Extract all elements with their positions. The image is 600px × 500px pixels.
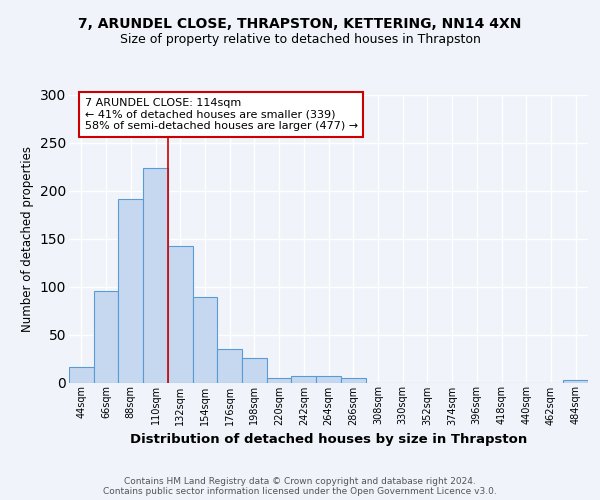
Bar (69, 367, 94, 382)
Bar (94, 292, 118, 382)
Bar (341, 378, 365, 382)
Bar (193, 297, 217, 382)
Bar (143, 168, 168, 382)
Bar (118, 200, 143, 382)
Text: 7, ARUNDEL CLOSE, THRAPSTON, KETTERING, NN14 4XN: 7, ARUNDEL CLOSE, THRAPSTON, KETTERING, … (79, 18, 521, 32)
Bar (267, 378, 292, 382)
Bar (563, 380, 588, 382)
Text: Contains HM Land Registry data © Crown copyright and database right 2024.
Contai: Contains HM Land Registry data © Crown c… (103, 476, 497, 496)
Text: 7 ARUNDEL CLOSE: 114sqm
← 41% of detached houses are smaller (339)
58% of semi-d: 7 ARUNDEL CLOSE: 114sqm ← 41% of detache… (85, 98, 358, 131)
Bar (217, 349, 242, 382)
Y-axis label: Number of detached properties: Number of detached properties (21, 146, 34, 332)
Bar (316, 376, 341, 382)
Bar (292, 376, 316, 382)
Bar (168, 246, 193, 382)
X-axis label: Distribution of detached houses by size in Thrapston: Distribution of detached houses by size … (130, 433, 527, 446)
Bar (242, 358, 267, 382)
Text: Size of property relative to detached houses in Thrapston: Size of property relative to detached ho… (119, 32, 481, 46)
